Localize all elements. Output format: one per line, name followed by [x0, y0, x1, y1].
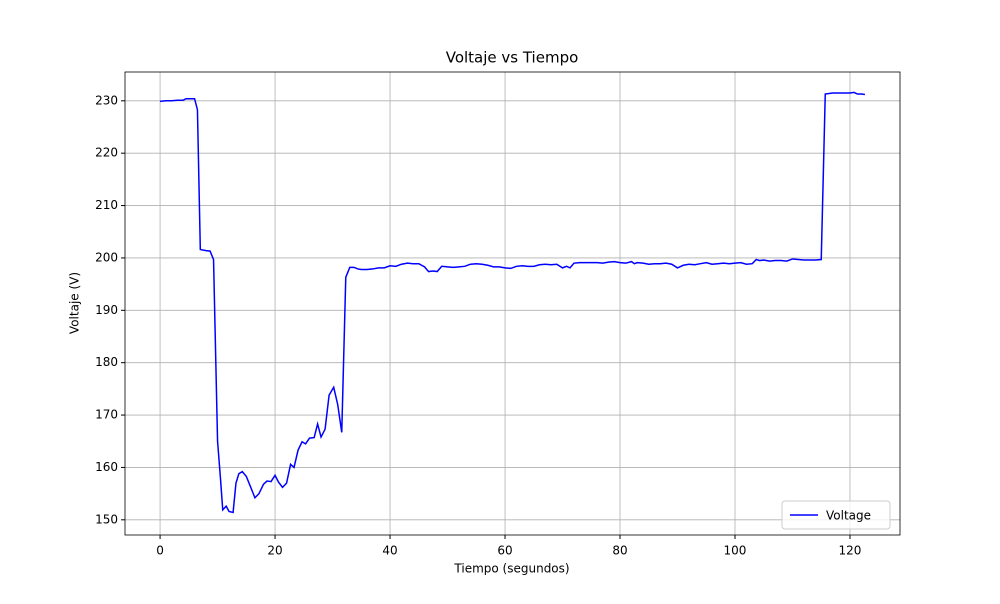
chart-title: Voltaje vs Tiempo	[446, 49, 579, 67]
y-tick-label: 150	[95, 512, 118, 526]
x-tick-label: 0	[156, 544, 164, 558]
data-line	[160, 91, 866, 514]
y-tick-label: 170	[95, 408, 118, 422]
x-tick-label: 80	[612, 544, 627, 558]
y-axis-label: Voltaje (V)	[68, 272, 82, 334]
legend-label: Voltage	[826, 509, 871, 523]
x-tick-label: 20	[267, 544, 282, 558]
x-tick-label: 60	[497, 544, 512, 558]
x-tick-label: 100	[724, 544, 747, 558]
y-tick-label: 230	[95, 93, 118, 107]
y-tick-label: 220	[95, 146, 118, 160]
x-tick-label: 120	[839, 544, 862, 558]
legend-box	[781, 500, 891, 530]
y-tick-label: 210	[95, 198, 118, 212]
x-tick-label: 40	[382, 544, 397, 558]
y-tick-label: 200	[95, 250, 118, 264]
axes-frame	[124, 71, 901, 536]
y-tick-label: 180	[95, 355, 118, 369]
y-tick-label: 160	[95, 460, 118, 474]
x-axis-label: Tiempo (segundos)	[453, 562, 569, 576]
y-tick-label: 190	[95, 303, 118, 317]
